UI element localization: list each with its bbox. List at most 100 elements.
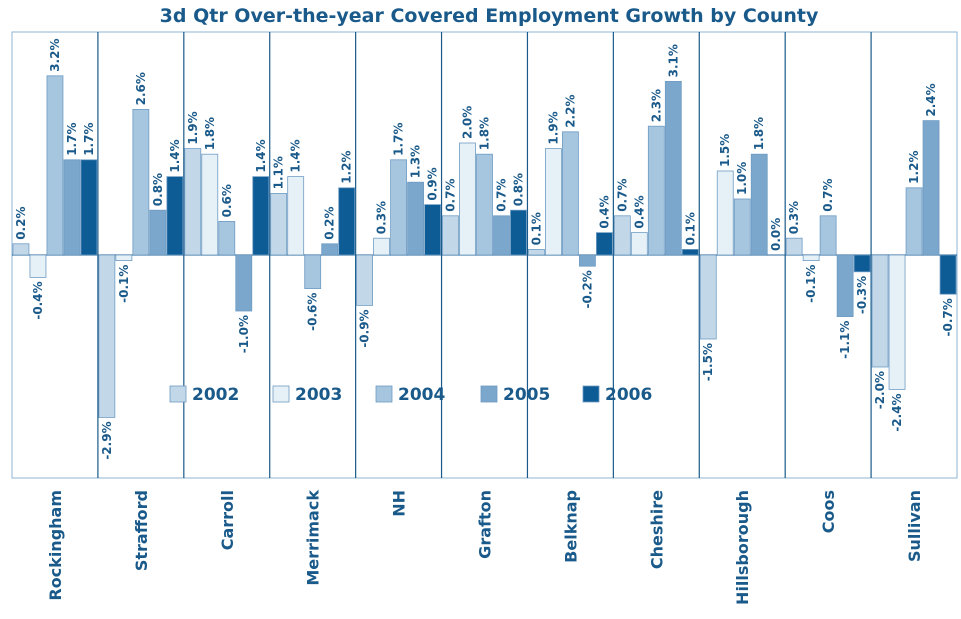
data-label-2003-carroll: 1.8% xyxy=(203,117,217,150)
data-label-2005-hillsborough: 1.8% xyxy=(752,117,766,150)
legend-label-2006: 2006 xyxy=(605,385,652,405)
bar-2002-cheshire xyxy=(613,215,631,256)
bar-2002-strafford xyxy=(98,254,116,418)
category-label-rockingham: Rockingham xyxy=(46,490,65,601)
bar-2003-belknap xyxy=(545,148,562,256)
data-label-2004-carroll: 0.6% xyxy=(220,184,234,217)
bar-2006-merrimack xyxy=(338,187,356,256)
chart-title: 3d Qtr Over-the-year Covered Employment … xyxy=(160,5,819,27)
data-label-2005-nh: 1.3% xyxy=(409,145,423,178)
bar-2003-rockingham xyxy=(29,254,47,278)
bar-2005-coos xyxy=(836,254,854,317)
bar-2005-grafton xyxy=(493,215,510,256)
data-label-2002-merrimack: 1.1% xyxy=(272,156,286,189)
data-label-2002-grafton: 0.7% xyxy=(444,179,458,212)
legend-swatch-2006 xyxy=(582,385,600,403)
bar-2006-coos xyxy=(853,254,871,273)
data-label-2004-grafton: 1.8% xyxy=(478,117,492,150)
data-label-2005-coos: -1.1% xyxy=(838,321,852,359)
bar-2004-cheshire xyxy=(647,125,665,256)
category-label-strafford: Strafford xyxy=(132,490,151,571)
bar-2002-coos xyxy=(785,237,803,256)
data-label-2002-coos: 0.3% xyxy=(787,201,801,234)
data-label-2006-grafton: 0.8% xyxy=(512,173,526,206)
bar-2004-merrimack xyxy=(304,254,322,289)
data-label-2003-nh: 0.3% xyxy=(375,201,389,234)
bars xyxy=(12,75,957,418)
bar-2002-hillsborough xyxy=(699,254,717,340)
data-label-2003-coos: -0.1% xyxy=(804,265,818,303)
data-label-2005-sullivan: 2.4% xyxy=(924,83,938,116)
data-label-2004-merrimack: -0.6% xyxy=(306,293,320,331)
data-label-2005-cheshire: 3.1% xyxy=(666,44,680,77)
data-label-2003-sullivan: -2.4% xyxy=(890,393,904,431)
data-label-2005-carroll: -1.0% xyxy=(237,315,251,353)
category-label-carroll: Carroll xyxy=(218,490,237,550)
data-label-2005-rockingham: 1.7% xyxy=(65,123,79,156)
bar-2005-strafford xyxy=(149,209,167,256)
category-label-grafton: Grafton xyxy=(476,490,495,559)
data-label-2006-strafford: 1.4% xyxy=(168,139,182,172)
data-label-2002-carroll: 1.9% xyxy=(186,111,200,144)
bar-2005-belknap xyxy=(579,254,596,267)
data-label-2005-merrimack: 0.2% xyxy=(323,207,337,240)
bar-2005-hillsborough xyxy=(750,153,768,256)
data-label-2004-coos: 0.7% xyxy=(821,179,835,212)
bar-2004-rockingham xyxy=(46,75,64,256)
legend-label-2002: 2002 xyxy=(192,385,239,405)
legend-label-2004: 2004 xyxy=(398,385,445,405)
data-label-2003-grafton: 2.0% xyxy=(461,106,475,139)
data-label-2006-belknap: 0.4% xyxy=(597,195,611,228)
bar-2005-nh xyxy=(407,181,424,256)
category-label-nh: NH xyxy=(390,490,409,517)
bar-2004-carroll xyxy=(218,220,236,256)
bar-2004-nh xyxy=(390,159,407,256)
bar-2003-nh xyxy=(373,237,390,256)
data-label-2002-nh: -0.9% xyxy=(358,309,372,347)
data-label-2006-nh: 0.9% xyxy=(426,167,440,200)
bar-2002-nh xyxy=(356,254,373,306)
legend-swatch-2003 xyxy=(272,385,290,403)
data-label-2006-carroll: 1.4% xyxy=(254,139,268,172)
category-label-hillsborough: Hillsborough xyxy=(733,490,752,605)
bar-2004-belknap xyxy=(562,131,579,256)
data-label-2004-rockingham: 3.2% xyxy=(48,39,62,72)
legend: 2002 2003 2004 2005 2006 xyxy=(169,385,652,405)
bar-2006-cheshire xyxy=(681,248,699,256)
bar-2003-hillsborough xyxy=(716,170,734,256)
data-label-2002-rockingham: 0.2% xyxy=(14,207,28,240)
data-label-2006-cheshire: 0.1% xyxy=(683,212,697,245)
bar-2006-carroll xyxy=(252,176,270,256)
bar-2003-merrimack xyxy=(287,176,305,256)
data-label-2006-sullivan: -0.7% xyxy=(941,298,955,336)
category-label-coos: Coos xyxy=(819,490,838,533)
bar-2004-hillsborough xyxy=(733,198,751,256)
bar-2005-merrimack xyxy=(321,243,339,256)
bar-2006-belknap xyxy=(596,232,613,256)
data-label-2005-grafton: 0.7% xyxy=(495,179,509,212)
category-label-cheshire: Cheshire xyxy=(647,490,666,569)
bar-2003-coos xyxy=(802,254,820,261)
data-label-2004-hillsborough: 1.0% xyxy=(735,162,749,195)
data-label-2006-rockingham: 1.7% xyxy=(82,123,96,156)
bar-2003-strafford xyxy=(115,254,133,261)
bar-2004-strafford xyxy=(132,109,150,256)
bar-2006-sullivan xyxy=(939,254,957,295)
bar-2006-grafton xyxy=(510,209,527,256)
legend-label-2003: 2003 xyxy=(295,385,342,405)
data-label-2003-cheshire: 0.4% xyxy=(632,195,646,228)
data-label-2005-strafford: 0.8% xyxy=(151,173,165,206)
data-label-2006-merrimack: 1.2% xyxy=(340,151,354,184)
bar-2004-sullivan xyxy=(905,187,923,256)
data-label-2003-rockingham: -0.4% xyxy=(31,281,45,319)
legend-swatch-2005 xyxy=(480,385,498,403)
bar-2002-sullivan xyxy=(871,254,889,368)
bar-2002-grafton xyxy=(442,215,459,256)
data-label-2002-hillsborough: -1.5% xyxy=(701,343,715,381)
data-label-2003-belknap: 1.9% xyxy=(546,111,560,144)
category-label-merrimack: Merrimack xyxy=(304,490,323,586)
data-label-2005-belknap: -0.2% xyxy=(580,270,594,308)
bar-2005-cheshire xyxy=(664,81,682,256)
bar-2002-carroll xyxy=(184,148,202,256)
